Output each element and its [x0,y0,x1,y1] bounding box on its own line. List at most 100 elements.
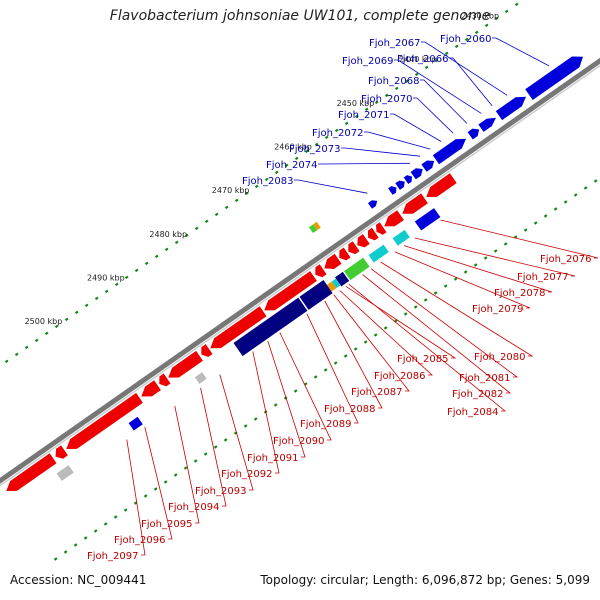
gene-label-forward: Fjoh_2066 [397,54,448,65]
tick-mark [193,459,198,463]
tick-mark [144,261,149,266]
leader-line [394,251,531,309]
tick-mark [113,515,118,519]
tick-mark [573,193,578,197]
tick-mark [363,340,368,344]
tick-mark [473,263,478,267]
tick-label: 2440 kbp [399,55,437,64]
reverse-gene [348,241,360,255]
tick-mark [64,317,69,322]
leader-line [370,268,519,378]
tick-mark [213,445,218,449]
gene-label-forward: Fjoh_2069 [342,56,393,67]
tick-mark [74,310,79,315]
gene-label-reverse: Fjoh_2082 [452,389,503,400]
reverse-gene [159,373,171,387]
tick-mark [413,305,418,309]
gene-label-reverse: Fjoh_2088 [324,404,375,415]
accession-text: Accession: NC_009441 [10,573,147,587]
tick-mark [504,9,509,14]
reverse-gene [315,264,327,278]
gene-label-reverse: Fjoh_2094 [168,502,219,513]
forward-gene [403,175,412,184]
tick-mark [53,557,58,561]
marker-block [308,224,318,233]
leader-line [362,274,512,394]
tick-mark [344,121,349,126]
tick-mark [134,268,139,273]
tick-mark [4,359,9,364]
gene-label-reverse: Fjoh_2087 [351,387,402,398]
tick-mark [103,522,108,526]
gene-label-reverse: Fjoh_2093 [195,486,246,497]
reverse-gene [339,247,351,261]
leader-line [333,294,410,392]
tick-mark [54,324,59,329]
inner-block [56,465,74,481]
label-leaders [126,37,599,556]
leader-line [318,162,410,165]
tick-mark [284,163,289,168]
gene-label-reverse: Fjoh_2091 [247,453,298,464]
leader-line [324,300,383,409]
tick-mark [274,170,279,175]
forward-gene [388,186,397,195]
tick-mark [14,352,19,357]
leader-line [144,426,173,540]
tick-mark [84,303,89,308]
leader-line [279,332,332,441]
tick-mark [583,186,588,190]
leader-line [174,405,200,524]
tick-label: 2450 kbp [337,99,375,108]
reverse-gene [210,306,267,349]
tick-mark [354,114,359,119]
tick-mark [383,326,388,330]
gene-label-forward: Fjoh_2067 [369,38,420,49]
tick-mark [523,228,528,232]
reverse-gene [168,350,203,378]
gene-label-forward: Fjoh_2070 [361,94,412,105]
reverse-gene [66,392,143,449]
features [6,56,583,491]
backbone [0,57,600,487]
leader-line [394,59,482,114]
inner-block [335,271,350,287]
inner-block [194,372,207,384]
summary-text: Topology: circular; Length: 6,096,872 bp… [260,573,590,587]
leader-line [364,131,431,150]
tick-mark [234,198,239,203]
inner-block [331,278,341,289]
tick-mark [244,191,249,196]
tick-mark [143,494,148,498]
leader-line [380,261,534,357]
tick-label: 2460 kbp [274,143,312,152]
marker-block [313,221,321,231]
backbone-shadow [0,64,600,487]
tick-mark [453,277,458,281]
tick-mark [174,240,179,245]
leader-line [420,79,468,124]
tick-mark [63,550,68,554]
leader-line [200,387,227,507]
tick-mark [404,79,409,84]
tick-mark [553,207,558,211]
tick-mark [484,23,489,28]
tick-labels: 2430 kbp 2440 kbp 2450 kbp 2460 kbp 2470 kbp… [25,11,500,326]
tick-mark [223,438,228,442]
tick-mark [543,214,548,218]
gene-label-reverse: Fjoh_2081 [459,373,510,384]
gene-label-forward: Fjoh_2074 [266,160,317,171]
tick-mark [104,289,109,294]
leader-line [492,37,550,67]
tick-mark [313,375,318,379]
tick-label: 2490 kbp [87,274,125,283]
tick-mark [353,347,358,351]
forward-gene [410,168,423,180]
gene-label-reverse: Fjoh_2079 [472,304,523,315]
tick-mark [214,212,219,217]
forward-gene [495,96,526,121]
tick-mark [264,177,269,182]
gene-label-reverse: Fjoh_2097 [87,551,138,562]
inner-block [326,281,337,292]
reverse-gene [376,222,387,235]
